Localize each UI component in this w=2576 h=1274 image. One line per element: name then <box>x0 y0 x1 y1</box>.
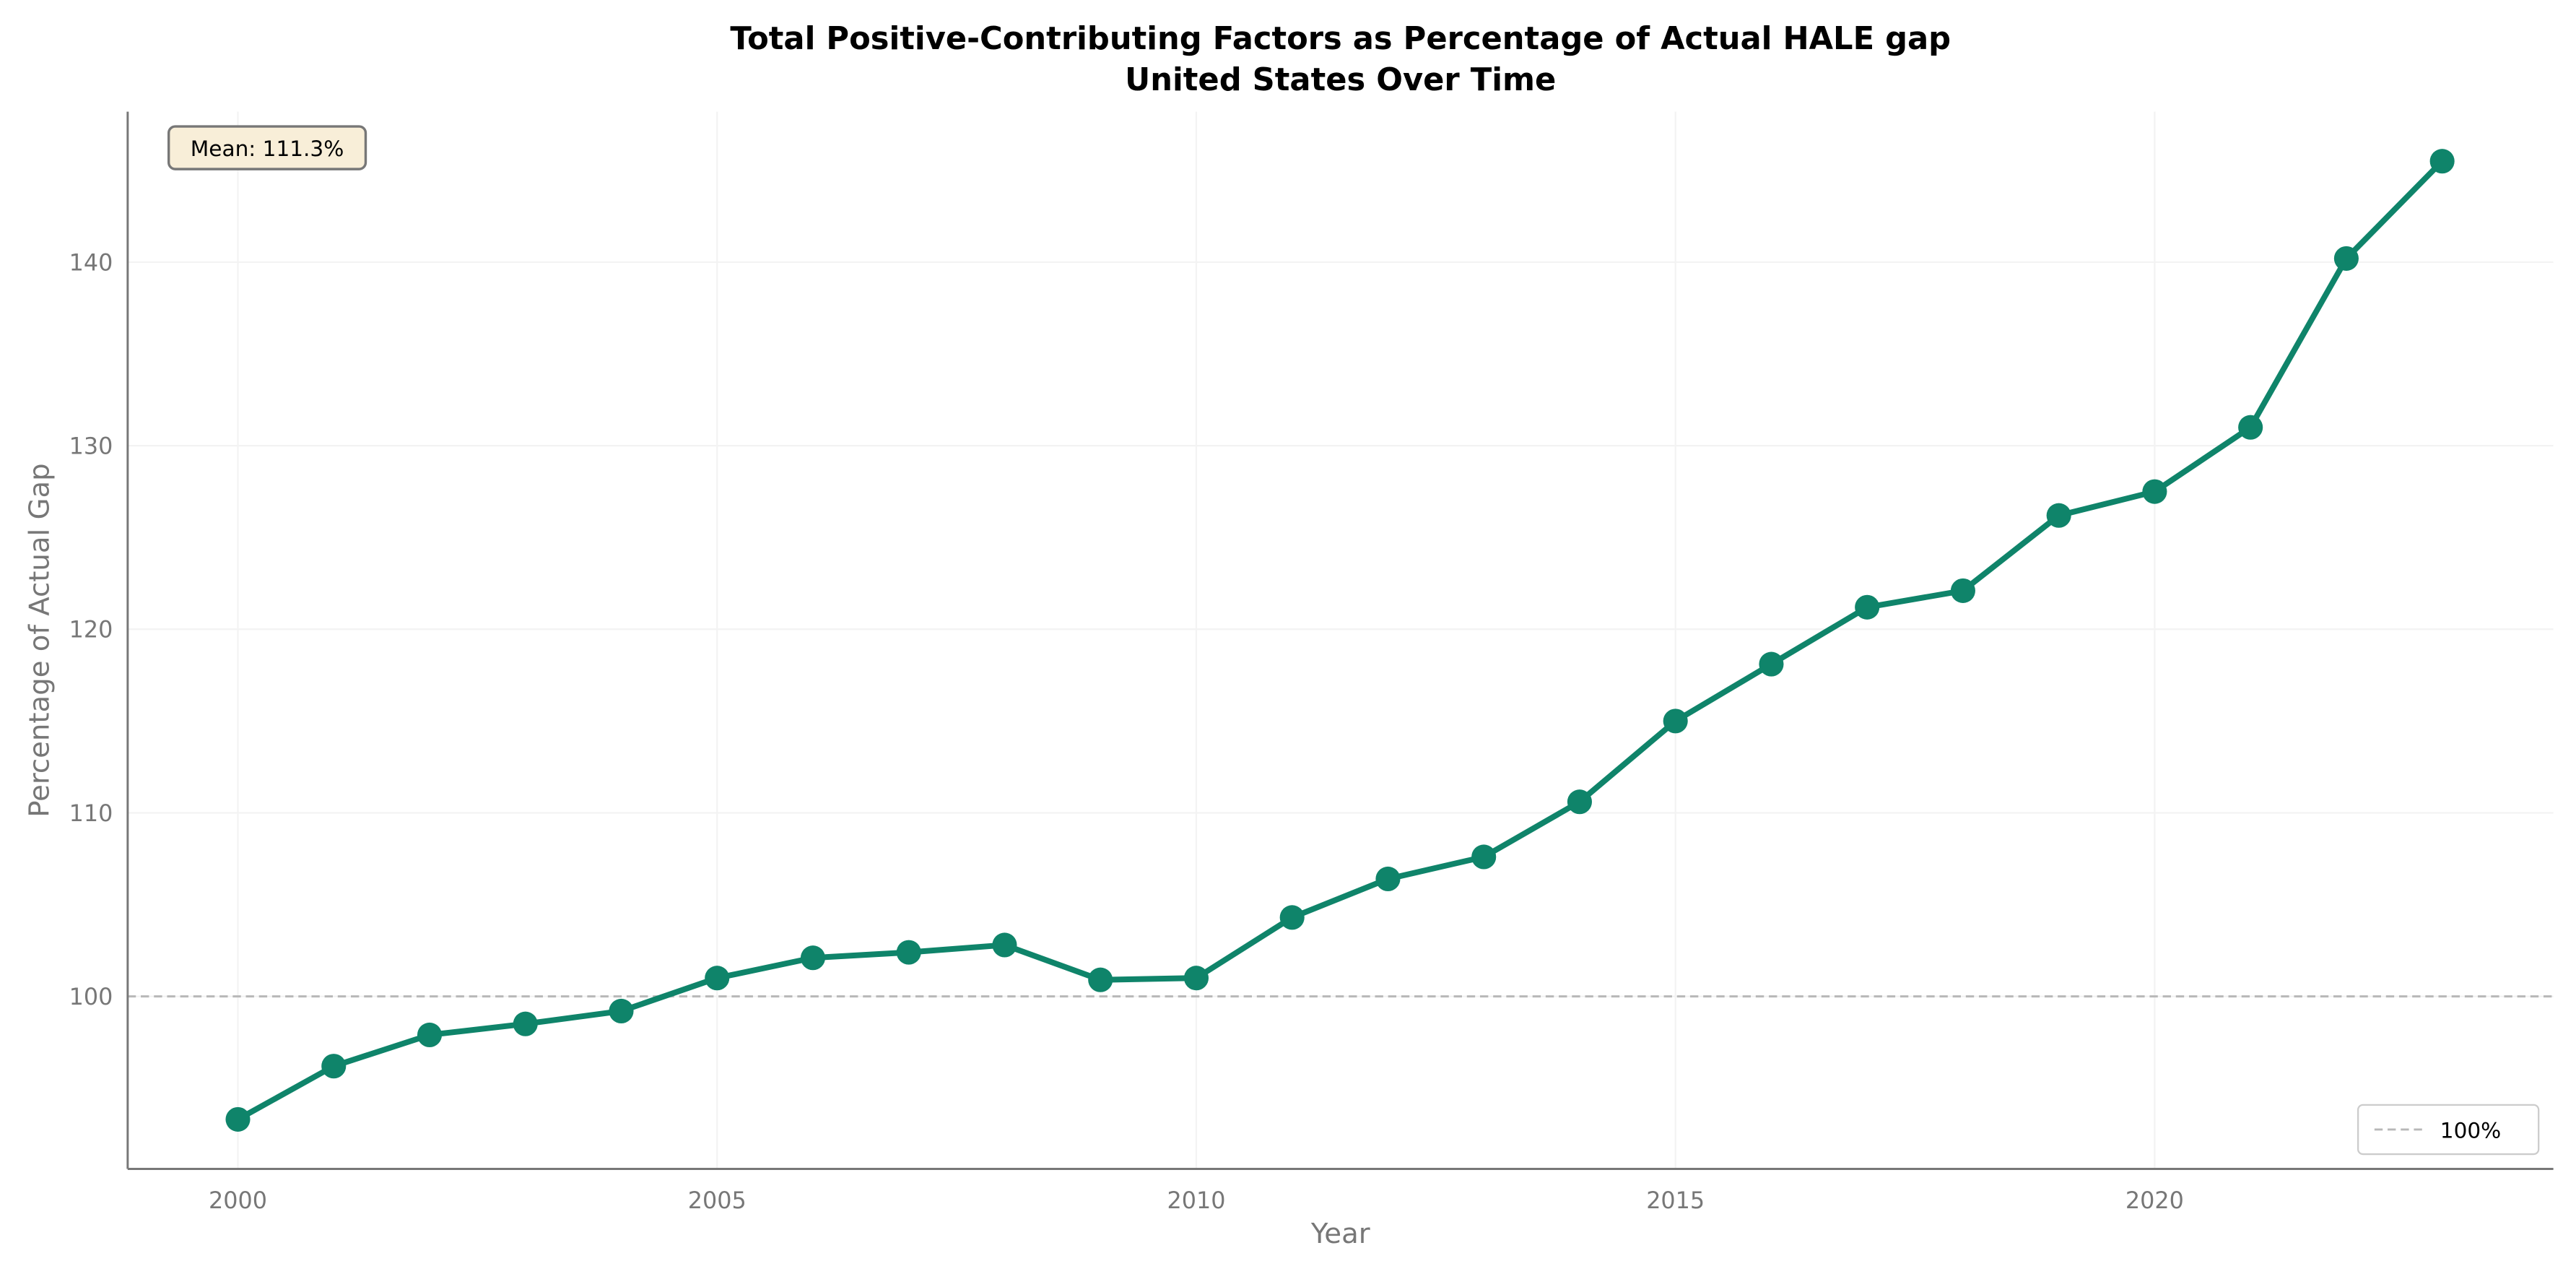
y-tick-label: 120 <box>69 616 113 644</box>
data-point <box>1375 866 1401 891</box>
data-point <box>1279 905 1305 930</box>
data-point <box>1855 594 1880 620</box>
data-point <box>321 1054 347 1079</box>
data-point <box>800 945 826 971</box>
mean-annotation: Mean: 111.3% <box>167 125 367 170</box>
data-point <box>225 1106 251 1132</box>
data-point <box>2142 479 2167 504</box>
x-tick-label: 2010 <box>1167 1187 1225 1214</box>
data-point <box>896 940 921 965</box>
y-tick-label: 140 <box>69 248 113 276</box>
data-point <box>1088 967 1113 992</box>
x-tick-label: 2015 <box>1646 1187 1705 1214</box>
chart-subtitle: United States Over Time <box>1125 62 1556 98</box>
y-axis-label: Percentage of Actual Gap <box>24 463 56 817</box>
x-axis-label: Year <box>1310 1218 1370 1250</box>
data-point <box>2429 149 2455 174</box>
data-point <box>1567 789 1592 815</box>
legend-label-100: 100% <box>2440 1118 2501 1143</box>
data-point <box>417 1022 443 1048</box>
y-tick-label: 110 <box>69 800 113 827</box>
data-point <box>705 966 730 991</box>
data-point <box>1183 966 1209 991</box>
data-point <box>1471 844 1497 870</box>
series-line <box>236 159 2445 1122</box>
data-point <box>513 1011 538 1036</box>
x-tick-label: 2000 <box>209 1187 267 1214</box>
grid <box>127 111 2554 1169</box>
chart-title: Total Positive-Contributing Factors as P… <box>730 21 1951 57</box>
data-point <box>609 998 634 1023</box>
data-point <box>992 932 1017 958</box>
mean-annotation-text: Mean: 111.3% <box>191 136 344 161</box>
y-tick-label: 130 <box>69 433 113 460</box>
legend: 100% <box>2357 1104 2540 1156</box>
data-point <box>1759 651 1784 677</box>
y-tick-label: 100 <box>69 983 113 1010</box>
data-point <box>2238 415 2263 440</box>
x-tick-label: 2020 <box>2125 1187 2184 1214</box>
data-point <box>1950 578 1975 603</box>
data-point <box>2333 246 2359 271</box>
x-tick-label: 2005 <box>688 1187 747 1214</box>
data-point <box>1663 708 1688 734</box>
data-point <box>2046 503 2071 528</box>
